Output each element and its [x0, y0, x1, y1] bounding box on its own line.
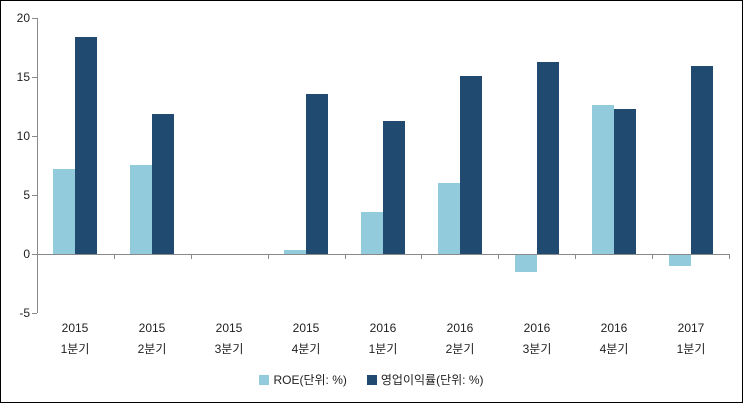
x-category-label-line: 2017 — [677, 321, 705, 335]
x-category-label-line: 1분기 — [368, 342, 398, 356]
y-tick — [32, 77, 37, 78]
x-tick — [345, 255, 346, 259]
bar-operating-margin — [152, 114, 174, 254]
legend-label: 영업이익률(단위: %) — [380, 373, 484, 387]
x-category-label: 2016 4분기 — [576, 318, 652, 360]
x-category-label: 2015 4분기 — [268, 318, 344, 360]
x-category-label-line: 2016 — [523, 321, 551, 335]
y-tick — [32, 254, 37, 255]
x-category-label: 2015 3분기 — [191, 318, 267, 360]
x-category-label-line: 2015 — [292, 321, 320, 335]
x-category-label-line: 2분기 — [445, 342, 475, 356]
x-tick — [114, 255, 115, 259]
bar-roe — [592, 105, 614, 254]
x-category-label-line: 2015 — [138, 321, 166, 335]
y-tick — [32, 136, 37, 137]
bar-roe — [515, 255, 537, 272]
bar-roe — [53, 169, 75, 254]
x-category-label-line: 4분기 — [291, 342, 321, 356]
y-tick — [32, 313, 37, 314]
legend-swatch-icon — [259, 374, 270, 385]
bar-operating-margin — [537, 62, 559, 254]
x-category-label: 2016 2분기 — [422, 318, 498, 360]
x-category-label-line: 2015 — [215, 321, 243, 335]
legend-swatch-icon — [366, 374, 377, 385]
bar-roe — [284, 250, 306, 254]
x-tick — [498, 255, 499, 259]
x-category-label-line: 2016 — [446, 321, 474, 335]
x-category-label: 2017 1분기 — [653, 318, 729, 360]
x-category-label-line: 2015 — [61, 321, 89, 335]
bar-roe — [361, 212, 383, 254]
x-category-label: 2016 1분기 — [345, 318, 421, 360]
chart-legend: ROE(단위: %) 영업이익률(단위: %) — [1, 371, 742, 388]
y-tick-label: 0 — [23, 247, 30, 261]
legend-item-roe: ROE(단위: %) — [259, 371, 347, 388]
x-tick — [268, 255, 269, 259]
bar-operating-margin — [460, 76, 482, 254]
x-tick — [421, 255, 422, 259]
bar-operating-margin — [306, 94, 328, 254]
x-tick — [729, 255, 730, 259]
bar-operating-margin — [691, 66, 713, 254]
y-axis-line — [37, 18, 38, 313]
bar-roe — [669, 255, 691, 266]
y-tick-label: 20 — [16, 11, 30, 25]
bar-operating-margin — [614, 109, 636, 254]
x-tick — [652, 255, 653, 259]
x-category-label-line: 1분기 — [676, 342, 706, 356]
x-category-label-line: 2016 — [369, 321, 397, 335]
bar-operating-margin — [383, 121, 405, 254]
x-category-label-line: 2분기 — [137, 342, 167, 356]
x-category-label: 2016 3분기 — [499, 318, 575, 360]
bar-roe — [438, 183, 460, 254]
y-tick-label: -5 — [19, 306, 30, 320]
x-category-label: 2015 2분기 — [114, 318, 190, 360]
bar-roe — [130, 165, 152, 254]
y-tick-label: 15 — [16, 70, 30, 84]
x-category-label: 2015 1분기 — [37, 318, 113, 360]
y-tick-label: 10 — [16, 129, 30, 143]
y-tick — [32, 18, 37, 19]
y-tick-label: 5 — [23, 188, 30, 202]
x-category-label-line: 4분기 — [599, 342, 629, 356]
bar-operating-margin — [75, 37, 97, 254]
legend-item-operating-margin: 영업이익률(단위: %) — [366, 371, 484, 388]
x-category-label-line: 3분기 — [522, 342, 552, 356]
x-tick — [575, 255, 576, 259]
x-category-label-line: 3분기 — [214, 342, 244, 356]
legend-label: ROE(단위: %) — [273, 373, 347, 387]
y-tick — [32, 195, 37, 196]
x-axis-line — [37, 254, 730, 255]
x-category-label-line: 2016 — [600, 321, 628, 335]
x-tick — [191, 255, 192, 259]
x-category-label-line: 1분기 — [60, 342, 90, 356]
